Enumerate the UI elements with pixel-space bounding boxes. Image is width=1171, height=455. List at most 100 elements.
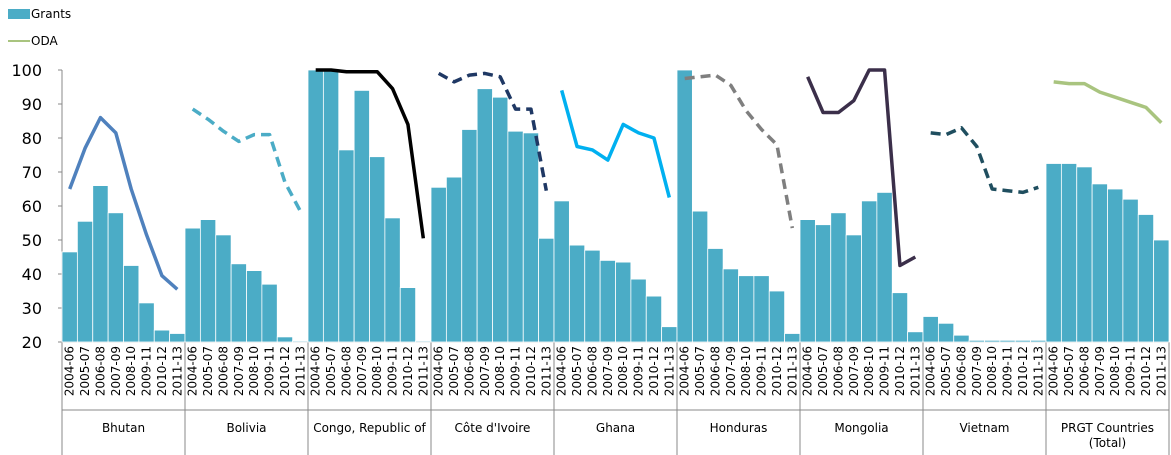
bar (338, 149, 355, 343)
x-tick-label: 2008-10 (1108, 346, 1122, 396)
x-tick-label: 2005-07 (447, 346, 461, 396)
x-tick-label: 2011-13 (662, 346, 676, 396)
bar (415, 340, 432, 343)
bar (184, 227, 201, 343)
bar (538, 237, 555, 343)
bar (999, 339, 1016, 343)
bar (645, 295, 663, 343)
x-tick-label: 2009-11 (509, 346, 523, 396)
bar (492, 96, 509, 343)
bar (968, 339, 985, 343)
bar (476, 88, 493, 343)
x-tick-label: 2006-08 (462, 346, 476, 396)
x-tick-label: 2010-12 (1139, 346, 1153, 396)
bar (92, 185, 109, 343)
x-tick-label: 2010-12 (524, 346, 538, 396)
x-tick-label: 2008-10 (493, 346, 507, 396)
bar (738, 275, 755, 343)
x-tick-label: 2010-12 (1016, 346, 1030, 396)
bar (1107, 188, 1124, 343)
x-tick-label: 2005-07 (570, 346, 584, 396)
x-tick-label: 2010-12 (401, 346, 415, 396)
group-label: Côte d'Ivoire (454, 421, 531, 435)
bar (1060, 163, 1078, 343)
oda-line (315, 68, 426, 239)
group-label: Mongolia (834, 421, 889, 435)
x-tick-label: 2006-08 (93, 346, 107, 396)
bar (599, 259, 616, 343)
x-tick-label: 2004-06 (678, 346, 692, 396)
bar (630, 278, 647, 343)
bar (953, 334, 970, 343)
oda-line (684, 73, 795, 229)
bar (430, 186, 447, 343)
x-tick-label: 2004-06 (432, 346, 446, 396)
legend-label: ODA (31, 34, 58, 48)
x-tick-label: 2010-12 (770, 346, 784, 396)
y-tick-label: 100 (11, 61, 42, 80)
oda-line (68, 115, 179, 291)
x-tick-label: 2004-06 (924, 346, 938, 396)
bar (799, 219, 816, 343)
legend-label: Grants (31, 7, 71, 21)
x-tick-label: 2010-12 (155, 346, 169, 396)
x-tick-label: 2007-09 (601, 346, 615, 396)
x-tick-label: 2011-13 (416, 346, 430, 396)
oda-line (559, 89, 672, 198)
x-tick-label: 2011-13 (539, 346, 553, 396)
x-tick-label: 2005-07 (1062, 346, 1076, 396)
bar (307, 69, 324, 343)
x-tick-label: 2009-11 (632, 346, 646, 396)
bar (445, 176, 463, 343)
y-tick-label: 40 (22, 265, 42, 284)
group-label: Ghana (595, 421, 636, 435)
x-tick-label: 2006-08 (585, 346, 599, 396)
oda-line (806, 68, 917, 268)
bar (922, 316, 939, 343)
x-tick-label: 2009-11 (878, 346, 892, 396)
bar (1122, 198, 1139, 343)
bar (246, 270, 263, 343)
bar (676, 69, 693, 343)
bar (1091, 183, 1108, 343)
bar (261, 283, 278, 343)
bar (553, 200, 570, 343)
x-tick-label: 2011-13 (170, 346, 184, 396)
bar (861, 200, 878, 343)
x-tick-label: 2006-08 (216, 346, 230, 396)
bar (661, 326, 678, 343)
bar (169, 333, 186, 343)
oda-line (930, 126, 1039, 195)
bar (199, 219, 217, 343)
x-tick-label: 2005-07 (78, 346, 92, 396)
x-tick-label: 2004-06 (1047, 346, 1061, 396)
x-tick-label: 2011-13 (1154, 346, 1168, 396)
x-tick-label: 2009-11 (386, 346, 400, 396)
x-tick-label: 2011-13 (1031, 346, 1045, 396)
bar (215, 234, 232, 343)
bar (369, 156, 386, 343)
bar (707, 248, 724, 343)
bar (768, 290, 786, 343)
bar (830, 212, 847, 343)
bar (568, 244, 586, 343)
x-tick-label: 2008-10 (985, 346, 999, 396)
x-tick-label: 2006-08 (339, 346, 353, 396)
bar (353, 90, 370, 343)
x-tick-label: 2007-09 (970, 346, 984, 396)
x-tick-label: 2005-07 (201, 346, 215, 396)
x-tick-label: 2011-13 (293, 346, 307, 396)
bar (230, 263, 247, 343)
x-tick-label: 2009-11 (1001, 346, 1015, 396)
x-tick-label: 2006-08 (831, 346, 845, 396)
bar (399, 287, 417, 343)
x-tick-label: 2008-10 (124, 346, 138, 396)
bar (61, 251, 78, 343)
x-tick-label: 2004-06 (555, 346, 569, 396)
x-tick-label: 2005-07 (324, 346, 338, 396)
bar (292, 340, 309, 343)
oda-line (437, 71, 549, 192)
y-tick-label: 30 (22, 299, 42, 318)
